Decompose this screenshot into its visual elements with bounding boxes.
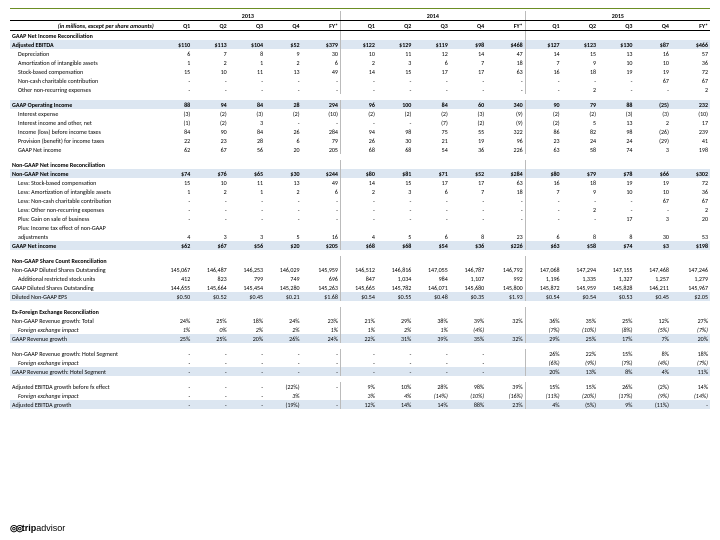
row-label: GAAP Net income (10, 145, 156, 154)
row-label: Depreciation (10, 49, 156, 58)
units-note: (in millions, except per share amounts) (10, 21, 156, 31)
top-rule (10, 8, 710, 9)
row-label: Less: Stock-based compensation (10, 178, 156, 187)
row-label: Less: Non-cash charitable contribution (10, 196, 156, 205)
row-label: Foreign exchange impact (10, 325, 156, 334)
row-label: Diluted Non-GAAP EPS (10, 292, 156, 301)
row-label: Interest income and other, net (10, 118, 156, 127)
row-label: Less: Amortization of intangible assets (10, 187, 156, 196)
financial-table: 201320142015(in millions, except per sha… (10, 11, 710, 409)
section-header: Non-GAAP Share Count Reconciliation (10, 256, 156, 265)
row-label: Stock-based compensation (10, 67, 156, 76)
row-label: Amortization of intangible assets (10, 58, 156, 67)
row-label: Interest expense (10, 109, 156, 118)
section-header: Non-GAAP Net income Reconciliation (10, 160, 156, 169)
section-header: GAAP Net Income Reconciliation (10, 31, 156, 41)
row-label: Adjusted EBITDA (10, 40, 156, 49)
row-label: Plus: Gain on sale of business (10, 214, 156, 223)
row-label: Non-GAAP Net income (10, 169, 156, 178)
row-label: Non-cash charitable contribution (10, 76, 156, 85)
row-label: Additional restricted stock units (10, 274, 156, 283)
row-label: Other non-recurring expenses (10, 85, 156, 94)
row-label: GAAP Net income (10, 241, 156, 250)
row-label: Adjusted EBITDA growth before fx effect (10, 382, 156, 391)
row-label: Non-GAAP Diluted Shares Outstanding (10, 265, 156, 274)
row-label: Provision (benefit) for income taxes (10, 136, 156, 145)
owl-icon: ◎◎ (10, 523, 22, 533)
row-label: Adjusted EBITDA growth (10, 400, 156, 409)
row-label: GAAP Revenue growth (10, 334, 156, 343)
tripadvisor-logo: ◎◎tripadvisor (10, 523, 65, 534)
row-label: GAAP Revenue growth: Hotel Segment (10, 367, 156, 376)
row-label: Less: Other non-recurring expenses (10, 205, 156, 214)
logo-suffix: advisor (36, 523, 65, 533)
row-label: Foreign exchange impact (10, 358, 156, 367)
row-label: Income (loss) before income taxes (10, 127, 156, 136)
row-label: adjustments (10, 232, 156, 241)
row-label: Non-GAAP Revenue growth: Total (10, 316, 156, 325)
row-label: Non-GAAP Revenue growth: Hotel Segment (10, 349, 156, 358)
row-label: GAAP Operating Income (10, 100, 156, 109)
row-label: GAAP Diluted Shares Outstanding (10, 283, 156, 292)
logo-brand: trip (22, 523, 37, 533)
row-label: Foreign exchange impact (10, 391, 156, 400)
section-header: Ex-Foreign Exchange Reconciliation (10, 307, 156, 316)
row-label: Plus: Income tax effect of non-GAAP (10, 223, 156, 232)
